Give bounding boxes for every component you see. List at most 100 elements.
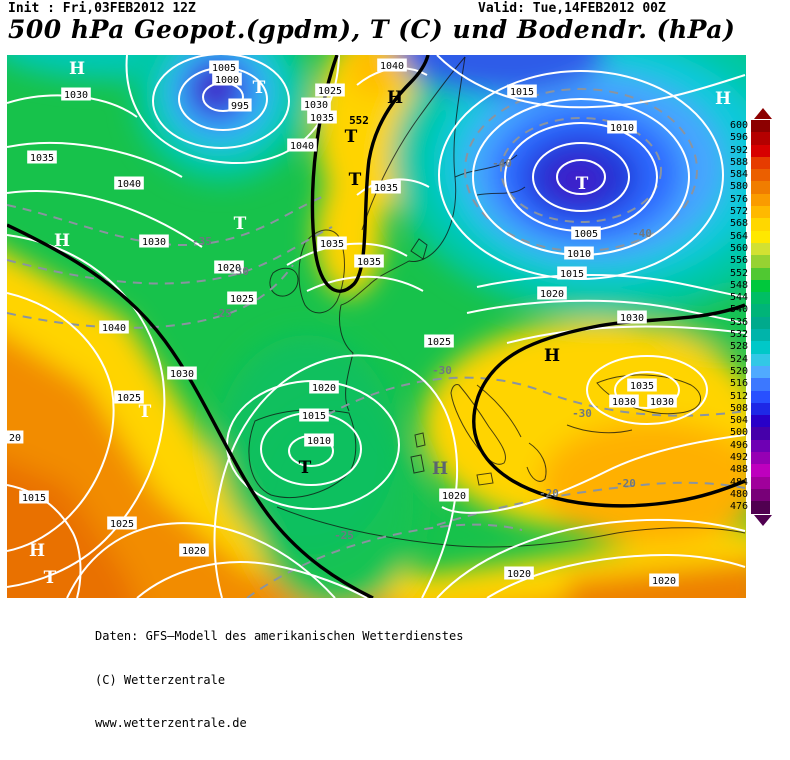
scale-value: 504 <box>729 415 748 427</box>
map-footer: Daten: GFS—Modell des amerikanischen Wet… <box>95 600 463 760</box>
scale-swatch <box>751 378 770 391</box>
pressure-label: 1040 <box>287 138 317 152</box>
svg-text:1025: 1025 <box>230 294 254 305</box>
pressure-center-low: T <box>253 78 266 98</box>
svg-text:1030: 1030 <box>142 237 166 248</box>
scale-swatch <box>751 464 770 477</box>
scale-swatch <box>751 476 770 489</box>
scale-swatch <box>751 439 770 453</box>
scale-arrow-up-icon <box>754 108 772 119</box>
svg-text:1020: 1020 <box>312 383 336 394</box>
svg-text:1035: 1035 <box>374 183 398 194</box>
scale-row: 596 <box>700 132 780 145</box>
init-timestamp: Init : Fri,03FEB2012 12Z <box>8 1 196 16</box>
scale-value: 480 <box>729 488 748 500</box>
svg-text:1000: 1000 <box>215 75 239 86</box>
temperature-label: -20 <box>539 487 559 500</box>
scale-row: 568 <box>700 218 780 231</box>
geopotential-552-label: 552 <box>349 114 369 127</box>
pressure-label: 1005 <box>571 226 601 240</box>
svg-text:1035: 1035 <box>357 257 381 268</box>
pressure-label: 1025 <box>107 516 137 530</box>
scale-value: 576 <box>729 193 748 205</box>
scale-value: 588 <box>729 156 748 168</box>
weather-map: 1030 1005 1000 995 1035 1040 1040 1025 1030 1035 1… <box>7 55 746 598</box>
scale-swatch <box>751 206 770 219</box>
svg-text:1035: 1035 <box>320 239 344 250</box>
pressure-center-high: H <box>29 541 45 561</box>
scale-row: 600 <box>700 120 780 133</box>
scale-value: 528 <box>729 341 748 353</box>
scale-swatch <box>751 132 770 145</box>
svg-text:1010: 1010 <box>307 436 331 447</box>
scale-value: 552 <box>729 267 748 279</box>
map-labels: 1030100510009951035104010401025103010351… <box>7 58 731 588</box>
scale-row: 524 <box>700 353 780 366</box>
scale-row: 548 <box>700 279 780 293</box>
pressure-center-high: H <box>54 231 70 251</box>
scale-row: 500 <box>700 427 780 440</box>
pressure-label: 1025 <box>424 334 454 348</box>
svg-text:1030: 1030 <box>170 369 194 380</box>
scale-swatch <box>751 501 770 514</box>
scale-row: 476 <box>700 501 780 514</box>
pressure-label: 1035 <box>354 254 384 268</box>
footer-copyright: (C) Wetterzentrale <box>95 672 226 687</box>
svg-text:20: 20 <box>9 433 21 444</box>
svg-text:1030: 1030 <box>650 397 674 408</box>
svg-text:1020: 1020 <box>442 491 466 502</box>
pressure-label: 1040 <box>99 320 129 334</box>
temperature-label: -30 <box>572 407 592 420</box>
pressure-center-high: H <box>432 459 448 479</box>
pressure-label: 1020 <box>309 380 339 394</box>
scale-swatch <box>751 402 770 416</box>
pressure-label: 1030 <box>617 310 647 324</box>
pressure-label: 1015 <box>299 408 329 422</box>
pressure-label: 1015 <box>557 266 587 280</box>
pressure-center-low: T <box>299 458 312 478</box>
scale-value: 484 <box>729 476 748 488</box>
pressure-label: 1020 <box>649 573 679 587</box>
svg-text:1015: 1015 <box>302 411 326 422</box>
svg-text:1020: 1020 <box>540 289 564 300</box>
scale-swatch <box>751 353 770 366</box>
svg-text:1030: 1030 <box>620 313 644 324</box>
scale-value: 544 <box>729 292 748 304</box>
svg-text:1015: 1015 <box>510 87 534 98</box>
pressure-label: 1030 <box>61 87 91 101</box>
pressure-label: 1000 <box>212 72 242 86</box>
svg-text:1005: 1005 <box>212 63 236 74</box>
geopotential-scale-legend: 600 596 592 588 584 580 576 572 568 564 560 556 552 5… <box>700 108 780 526</box>
svg-text:1025: 1025 <box>318 86 342 97</box>
svg-text:1010: 1010 <box>567 249 591 260</box>
scale-swatch <box>751 329 770 342</box>
pressure-center-high: H <box>544 346 560 366</box>
scale-row: 544 <box>700 292 780 305</box>
temperature-label: -25 <box>212 307 232 320</box>
scale-swatch <box>751 390 770 403</box>
pressure-center-low: T <box>139 402 152 422</box>
pressure-label: 1005 <box>209 60 239 74</box>
scale-swatch <box>751 279 770 293</box>
pressure-label: 1015 <box>507 84 537 98</box>
scale-row: 528 <box>700 341 780 354</box>
scale-row: 508 <box>700 402 780 416</box>
scale-value: 584 <box>729 169 748 181</box>
valid-timestamp: Valid: Tue,14FEB2012 00Z <box>478 1 666 16</box>
scale-swatch <box>751 488 770 502</box>
pressure-label: 995 <box>228 98 252 112</box>
svg-text:1020: 1020 <box>507 569 531 580</box>
scale-row: 536 <box>700 316 780 330</box>
pressure-label: 1035 <box>317 236 347 250</box>
scale-row: 480 <box>700 488 780 502</box>
svg-text:1040: 1040 <box>290 141 314 152</box>
svg-text:1025: 1025 <box>110 519 134 530</box>
svg-text:1040: 1040 <box>117 179 141 190</box>
pressure-label: 1025 <box>227 291 257 305</box>
scale-swatch <box>751 169 770 182</box>
scale-row: 572 <box>700 206 780 219</box>
pressure-label: 1030 <box>647 394 677 408</box>
scale-value: 600 <box>729 120 748 131</box>
pressure-label: 20 <box>7 430 24 444</box>
scale-row: 588 <box>700 156 780 170</box>
